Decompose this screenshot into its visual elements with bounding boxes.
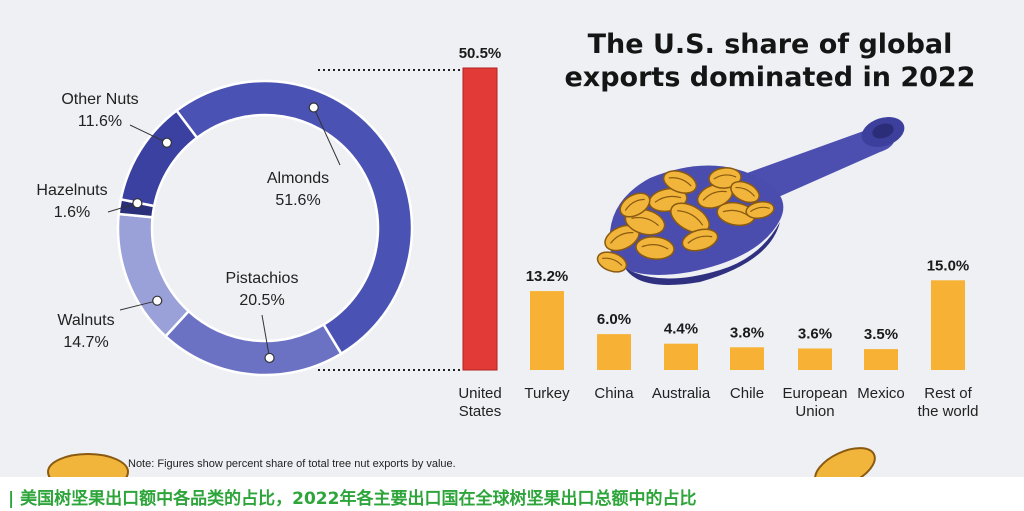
bar-label-turkey: Turkey [524,385,570,402]
pecan-ridge [641,244,669,250]
bar-australia [664,343,698,370]
infographic-panel: Almonds 51.6% Pistachios 20.5% Walnuts 14.7% H… [0,0,1024,477]
bar-label-australia: Australia [652,385,711,402]
bar-label-rest-of-the-world: Rest of the world [918,385,979,420]
donut-slice-walnuts [116,212,191,339]
bar-mexico [864,349,898,370]
donut-chart [116,79,414,377]
donut-leader-almonds [313,107,341,166]
donut-marker-pistachios [264,352,275,364]
bar-china [597,334,631,370]
figure-caption: | 美国树坚果出口额中各品类的占比，2022年各主要出口国在全球树坚果出口总额中… [8,489,697,509]
headline-line-2: exports dominated in 2022 [564,62,976,93]
donut-leader-pistachios [261,314,271,359]
pecan-ridge [749,206,770,213]
donut-label-hazelnuts: Hazelnuts [36,182,107,199]
pecan-ridge [654,195,682,203]
pecan-ridge [631,216,659,227]
bar-label-chile: Chile [730,385,764,402]
donut-marker-other-nuts [161,137,172,148]
donut-marker-walnuts [152,295,163,306]
donut-leader-walnuts [119,300,158,311]
corner-pecan-left [47,453,129,477]
pecan-ridge [677,210,704,226]
bar-chart: 50.5% United States 13.2% Turkey 6.0% China 4.4… [318,45,978,420]
chart-headline: The U.S. share of global exports dominat… [540,28,1000,94]
bar-value-united-states: 50.5% [459,45,502,62]
donut-label-other-nuts: Other Nuts [61,91,138,108]
donut-value-walnuts: 14.7% [63,334,108,351]
donut-label-almonds: Almonds [267,170,329,187]
pecan-ridge [610,232,634,244]
pecan-ridge [702,190,727,201]
pecan [662,170,698,194]
donut-leader-hazelnuts [107,202,138,213]
caption-bar [0,477,1024,511]
pecan-ridge [624,198,645,211]
scoop-handle-hole [872,123,894,139]
pecan [745,201,775,219]
bar-label-european-union: European Union [782,385,847,420]
donut-value-almonds: 51.6% [275,192,320,209]
pecan-ridge [735,186,755,197]
pecan [681,228,719,252]
donut-value-pistachios: 20.5% [239,292,284,309]
bar-value-mexico: 3.5% [864,326,898,343]
bar-turkey [530,291,564,370]
donut-slice-other-nuts [119,108,199,208]
bar-label-mexico: Mexico [857,385,905,402]
donut-label-walnuts: Walnuts [57,312,114,329]
bar-value-european-union: 3.6% [798,325,832,342]
scoop-bowl-shadow [625,222,780,285]
bar-united-states [462,67,498,371]
scoop-with-pecans-icon [47,117,905,477]
bar-value-turkey: 13.2% [526,268,569,285]
pecan-ridge [602,257,623,267]
donut-slice-almonds [174,79,414,356]
pecan-ridge [687,235,713,244]
donut-label-pistachios: Pistachios [226,270,299,287]
pecan [635,236,675,260]
bar-european-union [798,348,832,370]
pecan-ridge [668,177,692,187]
donut-value-other-nuts: 11.6% [78,113,122,130]
pecan [730,180,760,204]
donut-marker-hazelnuts [132,198,143,209]
bar-label-china: China [594,385,634,402]
bar-chile [730,347,764,370]
bar-value-australia: 4.4% [664,321,698,338]
donut-marker-almonds [308,102,319,113]
pecan [596,251,628,273]
bar-label-united-states: United States [458,385,501,420]
bar-value-chile: 3.8% [730,324,764,341]
chart-canvas: Almonds 51.6% Pistachios 20.5% Walnuts 14.7% H… [36,45,978,477]
corner-pecan-right [814,447,876,477]
donut-labels: Almonds 51.6% Pistachios 20.5% Walnuts 14.7% H… [36,91,341,364]
bar-value-china: 6.0% [597,311,631,328]
headline-line-1: The U.S. share of global [587,29,953,60]
donut-slice-pistachios [163,309,343,377]
chart-note: Note: Figures show percent share of tota… [128,458,456,470]
pecan-ridge [713,174,737,180]
bar-value-rest-of-the-world: 15.0% [927,257,970,274]
donut-leader-other-nuts [129,124,168,144]
bar-rest-of-the-world [931,280,965,370]
donut-value-hazelnuts: 1.6% [54,204,90,221]
